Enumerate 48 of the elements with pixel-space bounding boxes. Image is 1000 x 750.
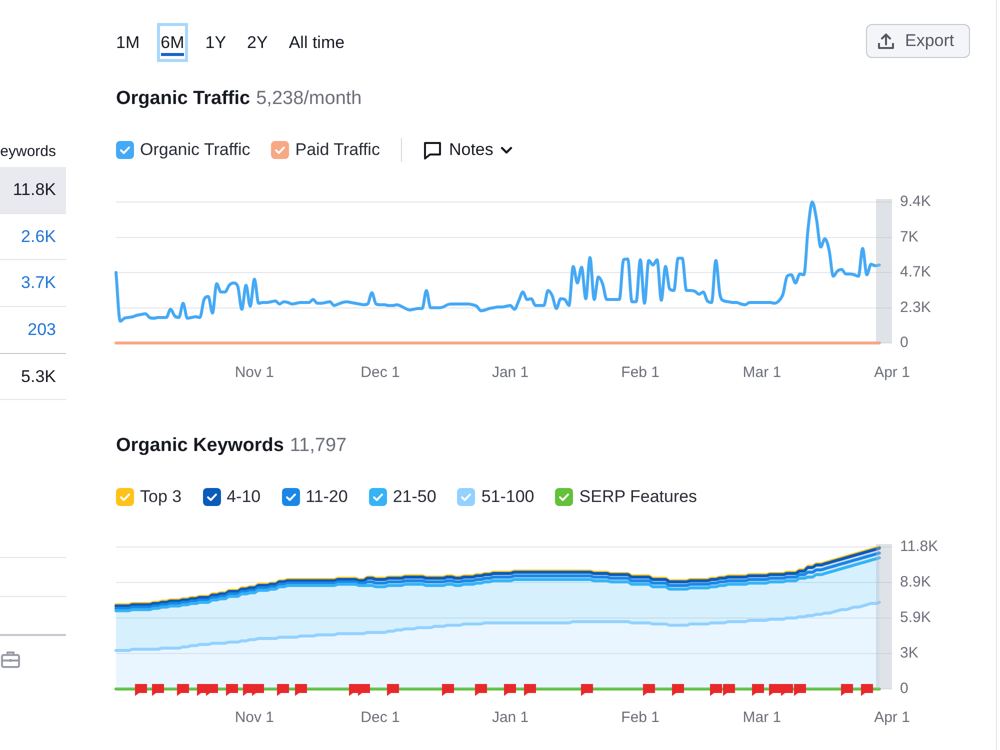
chart-title: Organic Traffic (116, 88, 250, 109)
x-tick-label: Jan 1 (492, 364, 529, 382)
line-series (114, 200, 881, 323)
x-tick-label: Apr 1 (874, 709, 910, 726)
text: 5.3K (21, 366, 56, 387)
x-tick-label: Nov 1 (234, 709, 274, 726)
legend-label: Top 3 (140, 487, 182, 507)
text: 11.8K (12, 180, 56, 200)
text: All time (288, 32, 345, 52)
x-tick-label: Dec 1 (360, 709, 400, 726)
chart-subtitle: 11,797 (290, 435, 347, 456)
y-tick-label: 11.8K (900, 538, 938, 556)
x-tick-label: Jan 1 (492, 709, 529, 726)
legend-label: SERP Features (579, 487, 698, 507)
text: Notes (448, 140, 494, 160)
legend-label: 4-10 (226, 487, 261, 507)
text: 3.7K (21, 273, 56, 294)
x-tick-label: Mar 1 (742, 364, 782, 382)
text: Export (905, 31, 954, 51)
chart-title: Organic Keywords (116, 435, 284, 456)
y-tick-label: 5.9K (900, 609, 931, 626)
y-tick-label: 7K (900, 228, 918, 246)
x-tick-label: Feb 1 (621, 364, 660, 382)
legend-label: Paid Traffic (295, 140, 380, 160)
legend-label: Organic Traffic (140, 140, 250, 160)
chart-subtitle: 5,238/month (256, 88, 362, 109)
x-tick-label: Feb 1 (621, 709, 660, 726)
y-tick-label: 2.3K (900, 298, 931, 316)
text: 1Y (205, 32, 226, 52)
text: 203 (28, 320, 56, 340)
y-tick-label: 4.7K (900, 264, 931, 281)
text: 2Y (247, 32, 268, 52)
legend-label: 21-50 (392, 487, 436, 507)
y-tick-label: 9.4K (900, 193, 931, 210)
y-tick-label: 0 (900, 680, 908, 698)
x-tick-label: Dec 1 (360, 364, 400, 382)
x-tick-label: Apr 1 (874, 364, 910, 382)
x-tick-label: Nov 1 (234, 364, 274, 382)
text: eywords (0, 143, 56, 160)
text: 2.6K (21, 226, 56, 247)
y-tick-label: 0 (900, 334, 908, 352)
text: 6M (160, 30, 184, 56)
text: 1M (116, 32, 140, 52)
y-tick-label: 8.9K (900, 574, 931, 591)
y-tick-label: 3K (900, 644, 918, 662)
legend-label: 11-20 (306, 487, 348, 507)
x-tick-label: Mar 1 (742, 709, 782, 726)
legend-label: 51-100 (481, 487, 534, 507)
